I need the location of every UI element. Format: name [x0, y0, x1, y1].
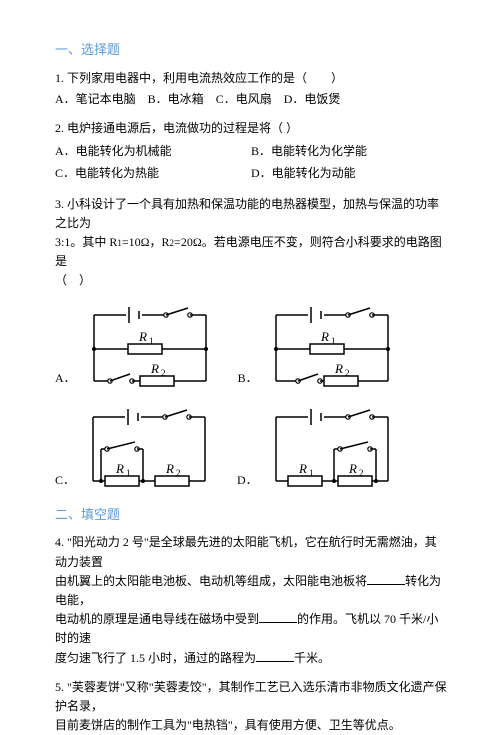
circuit-d: D． R1R2 — [237, 403, 402, 495]
q3-l2-mid1: =10Ω，R — [122, 235, 170, 249]
section-mc-title: 一、选择题 — [55, 40, 447, 61]
svg-text:R: R — [115, 461, 124, 476]
q4-blank1 — [367, 573, 405, 585]
q2-opt-d: D．电能转化为动能 — [251, 164, 447, 183]
svg-text:R: R — [334, 361, 343, 376]
circuit-b-svg: R1R2 — [262, 301, 402, 393]
q4-line2: 由机翼上的太阳能电池板、电动机等组成，太阳能电池板将转化为电能， — [55, 572, 447, 610]
circuit-d-svg: R1R2 — [262, 403, 402, 495]
q4-blank3 — [256, 650, 294, 662]
q4-l3a: 电动机的原理是通电导线在磁场中受到 — [55, 612, 259, 626]
circuit-d-label: D． — [237, 471, 258, 490]
svg-text:R: R — [320, 329, 329, 344]
svg-text:2: 2 — [359, 468, 364, 478]
svg-text:1: 1 — [331, 336, 336, 346]
svg-text:2: 2 — [161, 368, 166, 378]
svg-text:R: R — [138, 329, 147, 344]
q2-opt-c: C．电能转化为热能 — [55, 164, 251, 183]
svg-text:1: 1 — [309, 468, 314, 478]
q4-l2a: 由机翼上的太阳能电池板、电动机等组成，太阳能电池板将 — [55, 574, 367, 588]
circuit-a-label: A． — [55, 369, 76, 388]
q2-opt-b: B．电能转化为化学能 — [251, 142, 447, 161]
q1-opt-a: A．笔记本电脑 — [55, 90, 136, 109]
q4-blank2 — [259, 611, 297, 623]
q4-line4: 度匀速飞行了 1.5 小时，通过的路程为 千米。 — [55, 649, 447, 668]
q3-line2: 3:1。其中 R1=10Ω，R2=20Ω。若电源电压不变，则符合小科要求的电路图… — [55, 233, 447, 271]
question-1: 1. 下列家用电器中，利用电流热效应工作的是（ ） A．笔记本电脑 B．电冰箱 … — [55, 69, 447, 109]
q1-opt-b: B．电冰箱 — [148, 90, 204, 109]
circuit-b: B． R1R2 — [238, 301, 402, 393]
svg-text:2: 2 — [345, 368, 350, 378]
q1-opt-d: D．电饭煲 — [284, 90, 341, 109]
q4-l4b: 千米。 — [294, 651, 330, 665]
question-3: 3. 小科设计了一个具有加热和保温功能的电热器模型，加热与保温的功率之比为 3:… — [55, 195, 447, 495]
q4-l4a: 度匀速飞行了 1.5 小时，通过的路程为 — [55, 651, 256, 665]
q4-line3: 电动机的原理是通电导线在磁场中受到的作用。飞机以 70 千米/小时的速 — [55, 610, 447, 648]
q5-line1: 5. "芙蓉麦饼"又称"芙蓉麦饺"，其制作工艺已入选乐清市非物质文化遗产保护名录… — [55, 678, 447, 716]
q2-opt-a: A．电能转化为机械能 — [55, 142, 251, 161]
section-fill-title: 二、填空题 — [55, 505, 447, 526]
svg-text:R: R — [298, 461, 307, 476]
q2-options: A．电能转化为机械能 B．电能转化为化学能 C．电能转化为热能 D．电能转化为动… — [55, 142, 447, 184]
circuit-a-svg: R1R2 — [80, 301, 220, 393]
svg-text:2: 2 — [176, 468, 181, 478]
circuit-c: C． R1R2 — [55, 403, 219, 495]
q3-line1: 3. 小科设计了一个具有加热和保温功能的电热器模型，加热与保温的功率之比为 — [55, 195, 447, 233]
circuit-c-label: C． — [55, 471, 75, 490]
svg-text:1: 1 — [126, 468, 131, 478]
circuit-a: A． R1R2 — [55, 301, 220, 393]
question-2: 2. 电炉接通电源后，电流做功的过程是将（ ） A．电能转化为机械能 B．电能转… — [55, 119, 447, 185]
svg-text:R: R — [165, 461, 174, 476]
q1-opt-c: C．电风扇 — [216, 90, 272, 109]
q4-line1: 4. "阳光动力 2 号"是全球最先进的太阳能飞机，它在航行时无需燃油，其动力装… — [55, 533, 447, 571]
q1-options: A．笔记本电脑 B．电冰箱 C．电风扇 D．电饭煲 — [55, 90, 447, 109]
svg-text:R: R — [150, 361, 159, 376]
svg-text:R: R — [348, 461, 357, 476]
question-5: 5. "芙蓉麦饼"又称"芙蓉麦饺"，其制作工艺已入选乐清市非物质文化遗产保护名录… — [55, 678, 447, 735]
circuit-c-svg: R1R2 — [79, 403, 219, 495]
question-4: 4. "阳光动力 2 号"是全球最先进的太阳能飞机，它在航行时无需燃油，其动力装… — [55, 533, 447, 667]
q1-text: 1. 下列家用电器中，利用电流热效应工作的是（ ） — [55, 69, 447, 88]
q3-line3: （ ） — [55, 271, 447, 290]
svg-text:1: 1 — [149, 336, 154, 346]
q5-line2: 目前麦饼店的制作工具为"电热铛"，具有使用方便、卫生等优点。 — [55, 716, 447, 735]
q2-text: 2. 电炉接通电源后，电流做功的过程是将（ ） — [55, 119, 447, 138]
circuit-row-2: C． R1R2 D． R1R2 — [55, 403, 447, 495]
circuit-b-label: B． — [238, 369, 258, 388]
q3-l2-pre: 3:1。其中 R — [55, 235, 117, 249]
circuit-row-1: A． R1R2 B． R1R2 — [55, 301, 447, 393]
